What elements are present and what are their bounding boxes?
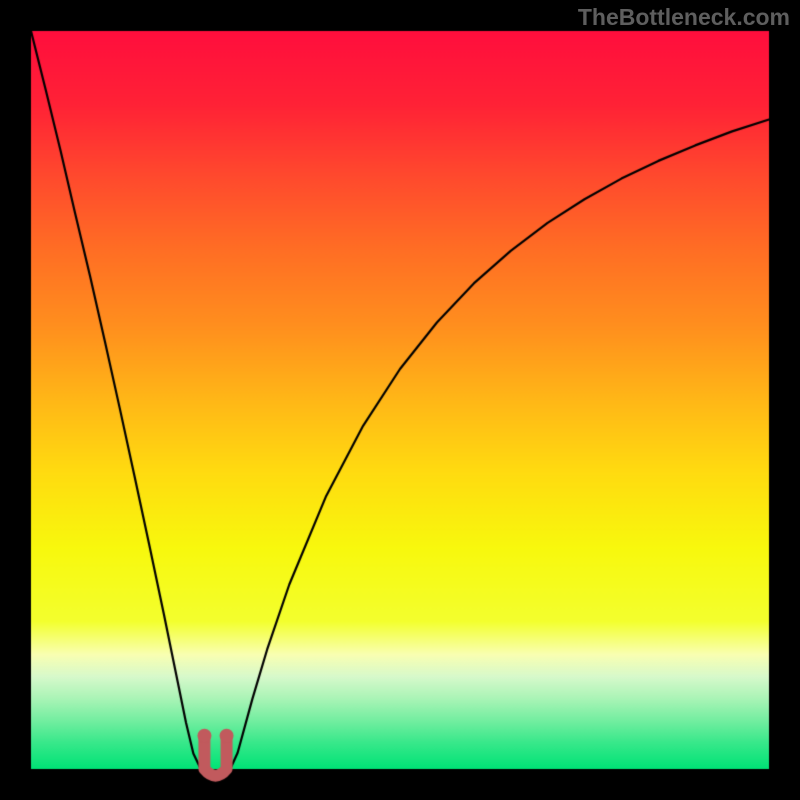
watermark-text: TheBottleneck.com (578, 4, 790, 31)
chart-container: { "watermark": { "text": "TheBottleneck.… (0, 0, 800, 800)
bottleneck-chart (0, 0, 800, 800)
